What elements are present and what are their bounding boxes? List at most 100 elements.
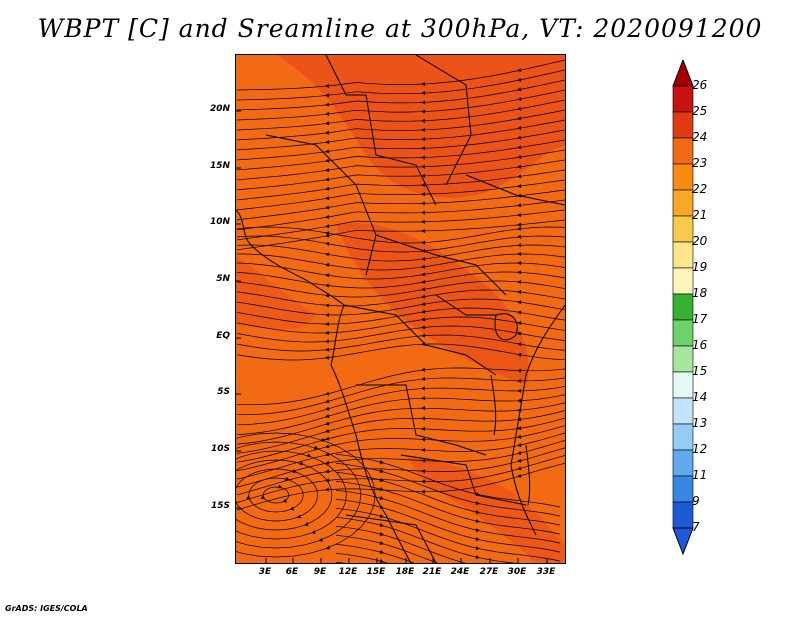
streamline-arrow [517,368,522,373]
streamline-arrow [517,116,522,121]
colorbar-label: 7 [692,520,700,534]
border-2 [415,55,472,186]
streamline-arrow [379,478,384,482]
lon-label: 33E [536,567,556,577]
colorbar-label: 25 [692,104,708,118]
streamline-arrow [421,127,426,132]
streamline-arrow [517,458,522,463]
streamline-arrow [325,241,330,246]
streamline-arrow [517,174,522,179]
border-1 [325,55,437,206]
warm-region-west [236,255,316,330]
streamline-arrow [325,111,330,116]
streamline-arrow [325,102,330,107]
streamline-arrow [325,205,330,210]
streamline-arrow [421,201,426,206]
border-8 [345,514,437,563]
streamline [236,235,565,253]
streamline-arrow [325,158,330,163]
colorbar [672,60,694,556]
streamline-arrow [517,388,522,393]
warm-temperature-regions [236,55,565,563]
streamline-arrow [421,146,426,151]
lat-label: 5S [217,387,230,397]
streamline-arrow [325,330,330,335]
lat-label: 5N [216,274,230,284]
colorbar-segment [672,293,694,321]
colorbar-min-arrow [672,527,694,556]
streamline [236,417,565,463]
colorbar-segment [672,449,694,477]
border-9 [465,174,565,206]
lake-malawi [525,444,531,506]
streamline-arrow [325,214,330,219]
streamline-arrow [475,492,480,497]
colorbar-segment [672,85,694,113]
colorbar-max-arrow [672,60,694,87]
streamline-arrow [325,406,330,411]
colorbar-label: 20 [692,234,708,248]
lat-label: 15N [209,161,230,171]
colorbar-segment [672,267,694,295]
streamline [236,432,376,558]
streamline-arrow [421,342,426,347]
streamline-arrow [517,126,522,130]
streamline [236,226,565,244]
streamline-arrow [421,272,426,277]
streamline-arrow [421,228,426,233]
streamline [248,477,304,513]
streamline-arrow [325,177,330,182]
colorbar-segment [672,397,694,425]
streamline-arrow [325,263,330,267]
streamline [335,507,561,562]
streamline-arrow [379,550,384,554]
streamline-arrow [517,68,522,73]
streamline-arrow [379,532,384,536]
streamline-arrow [421,396,426,401]
streamline [236,159,565,191]
lon-label: 21E [422,567,442,577]
colorbar-segment [672,371,694,399]
streamline-arrow [517,398,522,403]
streamline-arrow [325,93,330,98]
streamline-arrow [475,546,480,551]
streamline-arrow [517,183,522,188]
streamline-arrow [517,234,522,239]
colorbar-segment [672,241,694,269]
streamline-arrow [421,458,426,463]
streamline-arrow [421,386,426,391]
map-panel [235,54,566,564]
streamline-arrow [325,303,330,308]
streamline-arrow [421,210,426,215]
streamline-arrow [421,81,426,86]
streamline-arrow [325,149,330,154]
streamline-arrows [246,68,522,563]
streamline [236,219,565,251]
streamline-arrow [421,367,426,372]
streamline [236,343,565,361]
streamline-arrow [517,87,522,92]
lat-label: 10S [210,444,230,454]
streamline [236,367,565,406]
colorbar-segment [672,111,694,139]
streamline-arrow [475,519,480,524]
streamline-arrow [517,106,522,111]
warm-region-southeast [406,455,565,563]
lon-label: 15E [366,567,386,577]
streamline [236,316,565,334]
streamline [236,79,565,111]
streamline-arrow [421,317,426,322]
streamline-arrow [289,506,294,511]
streamline-arrow [325,478,330,483]
colorbar-label: 17 [692,312,708,326]
streamline-arrow [421,287,426,292]
streamline-arrow [292,469,297,473]
streamline [236,109,565,141]
streamline-arrow [379,487,384,491]
streamline-arrow [421,173,426,178]
streamline-arrow [517,260,522,265]
colorbar-segment [672,475,694,503]
streamline-arrow [421,264,426,269]
streamline-arrow [325,273,330,278]
streamline-arrow [421,448,426,453]
